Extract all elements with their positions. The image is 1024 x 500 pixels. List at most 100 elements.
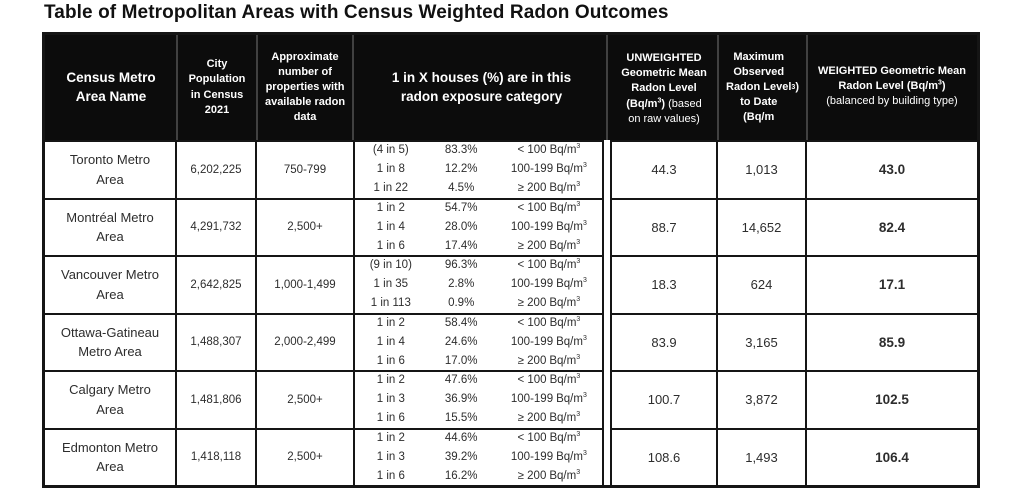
unweighted-header-bold: UNWEIGHTED Geometric Mean Radon Level (B…	[621, 52, 707, 110]
exposure-ratio: 1 in 22	[373, 182, 409, 195]
radon-unit: Bq/m3	[549, 258, 581, 272]
metro-name: Edmonton Metro Area	[61, 439, 159, 475]
exposure-percent: 47.6%	[444, 374, 478, 387]
population-cell: 2,642,825	[177, 255, 257, 313]
exposure-line: 1 in 6 17.4% ≥ 200 Bq/m3	[355, 237, 602, 256]
radon-unit: Bq/m3	[549, 411, 581, 425]
population-cell: 4,291,732	[177, 197, 257, 255]
page-title: Table of Metropolitan Areas with Census …	[44, 2, 669, 23]
maximum-radon-value: 624	[750, 277, 773, 293]
exposure-cell: 1 in 2 58.4% < 100 Bq/m3 1 in 4 24.6% 100…	[353, 312, 604, 370]
exposure-percent: 58.4%	[444, 316, 478, 329]
properties-cell: 2,500+	[257, 427, 353, 485]
col-header-unweighted-mean: UNWEIGHTED Geometric Mean Radon Level (B…	[621, 52, 707, 125]
maximum-radon-cell: 624	[718, 255, 807, 313]
exposure-range: 100-199 Bq/m3	[510, 392, 587, 406]
exposure-line: 1 in 4 28.0% 100-199 Bq/m3	[355, 218, 602, 237]
radon-unit: Bq/m3	[556, 219, 587, 233]
radon-unit: Bq/m3	[549, 143, 581, 157]
exposure-ratio: 1 in 2	[376, 201, 405, 214]
superscript-3: 3	[657, 96, 662, 104]
col-header-properties: Approximate number of properties with av…	[264, 50, 346, 124]
exposure-line: 1 in 2 44.6% < 100 Bq/m3	[355, 429, 602, 448]
exposure-line: 1 in 35 2.8% 100-199 Bq/m3	[355, 275, 602, 294]
exposure-range: < 100 Bq/m3	[517, 315, 581, 329]
exposure-ratio: 1 in 2	[376, 316, 405, 329]
unweighted-mean-cell: 88.7	[610, 197, 718, 255]
properties-value: 2,500+	[287, 451, 323, 464]
header-divider	[256, 35, 258, 140]
exposure-ratio: 1 in 3	[376, 450, 405, 463]
radon-table: Census Metro Area Name City Population i…	[42, 32, 980, 488]
properties-cell: 750-799	[257, 140, 353, 198]
radon-unit: Bq/m3	[556, 277, 587, 291]
col-header-maximum: Maximum Observed Radon Level to Date (Bq…	[718, 35, 807, 140]
radon-unit: Bq/m3	[549, 200, 581, 214]
unweighted-mean-value: 100.7	[647, 392, 681, 408]
radon-unit: Bq/m3	[549, 353, 581, 367]
metro-name: Montréal Metro Area	[66, 209, 154, 245]
population-value: 6,202,225	[190, 163, 242, 176]
exposure-range: ≥ 200 Bq/m3	[517, 411, 581, 425]
unweighted-mean-value: 88.7	[651, 219, 677, 235]
exposure-range: 100-199 Bq/m3	[510, 162, 587, 176]
exposure-ratio: 1 in 6	[376, 354, 405, 367]
exposure-line: 1 in 6 15.5% ≥ 200 Bq/m3	[355, 409, 602, 428]
radon-unit: Bq/m3	[549, 468, 581, 482]
exposure-line: 1 in 3 36.9% 100-199 Bq/m3	[355, 390, 602, 409]
exposure-cell: (4 in 5) 83.3% < 100 Bq/m3 1 in 8 12.2% 1…	[353, 140, 604, 198]
metro-name-cell: Ottawa-Gatineau Metro Area	[45, 312, 177, 370]
exposure-line: (4 in 5) 83.3% < 100 Bq/m3	[355, 141, 602, 160]
exposure-percent: 15.5%	[444, 412, 478, 425]
table-gutter	[604, 197, 610, 255]
exposure-line: 1 in 113 0.9% ≥ 200 Bq/m3	[355, 294, 602, 313]
exposure-percent: 2.8%	[448, 278, 475, 291]
unweighted-header-note: (based on raw values)	[628, 97, 702, 125]
radon-unit: Bq/m3	[549, 430, 581, 444]
population-cell: 1,488,307	[177, 312, 257, 370]
metro-name: Vancouver Metro Area	[60, 267, 160, 302]
superscript-3: 3	[576, 181, 581, 189]
population-cell: 1,418,118	[177, 427, 257, 485]
weighted-mean-cell: 85.9	[807, 312, 977, 370]
exposure-range: ≥ 200 Bq/m3	[517, 353, 581, 367]
exposure-percent: 36.9%	[444, 393, 478, 406]
maximum-radon-value: 3,165	[745, 334, 778, 350]
header-divider	[606, 35, 608, 140]
exposure-line: (9 in 10) 96.3% < 100 Bq/m3	[355, 256, 602, 275]
maximum-radon-cell: 1,013	[718, 140, 807, 198]
radon-unit: Bq/m3	[549, 238, 581, 252]
metro-name-cell: Montréal Metro Area	[45, 197, 177, 255]
maximum-header-bold: Maximum Observed Radon Level to Date (Bq…	[726, 50, 792, 124]
table-gutter	[604, 427, 610, 485]
exposure-ratio: 1 in 2	[376, 374, 405, 387]
exposure-line: 1 in 6 16.2% ≥ 200 Bq/m3	[355, 467, 602, 486]
properties-cell: 1,000-1,499	[257, 255, 353, 313]
exposure-percent: 17.0%	[444, 354, 478, 367]
weighted-mean-cell: 106.4	[807, 427, 977, 485]
superscript-3: 3	[582, 162, 587, 170]
exposure-cell: 1 in 2 54.7% < 100 Bq/m3 1 in 4 28.0% 100…	[353, 197, 604, 256]
exposure-ratio: 1 in 4	[376, 335, 405, 348]
exposure-ratio: 1 in 6	[376, 239, 405, 252]
radon-unit: Bq/m3	[556, 392, 587, 406]
exposure-range: < 100 Bq/m3	[517, 200, 581, 214]
exposure-percent: 54.7%	[444, 201, 478, 214]
header-divider	[806, 35, 808, 140]
unweighted-mean-cell: 83.9	[610, 312, 718, 370]
exposure-ratio: 1 in 113	[370, 297, 411, 310]
exposure-range: 100-199 Bq/m3	[510, 334, 587, 348]
exposure-line: 1 in 2 47.6% < 100 Bq/m3	[355, 371, 602, 390]
exposure-line: 1 in 2 54.7% < 100 Bq/m3	[355, 199, 602, 218]
maximum-radon-cell: 1,493	[718, 427, 807, 485]
population-value: 1,488,307	[190, 336, 242, 349]
unweighted-mean-value: 83.9	[651, 334, 677, 350]
metro-name: Toronto Metro Area	[69, 152, 151, 187]
unweighted-mean-cell: 18.3	[610, 255, 718, 313]
exposure-percent: 0.9%	[448, 297, 475, 310]
superscript-3: 3	[582, 277, 587, 285]
superscript-3: 3	[576, 411, 581, 419]
table-gutter	[604, 312, 610, 370]
weighted-mean-cell: 102.5	[807, 370, 977, 428]
exposure-ratio: (9 in 10)	[369, 259, 412, 272]
